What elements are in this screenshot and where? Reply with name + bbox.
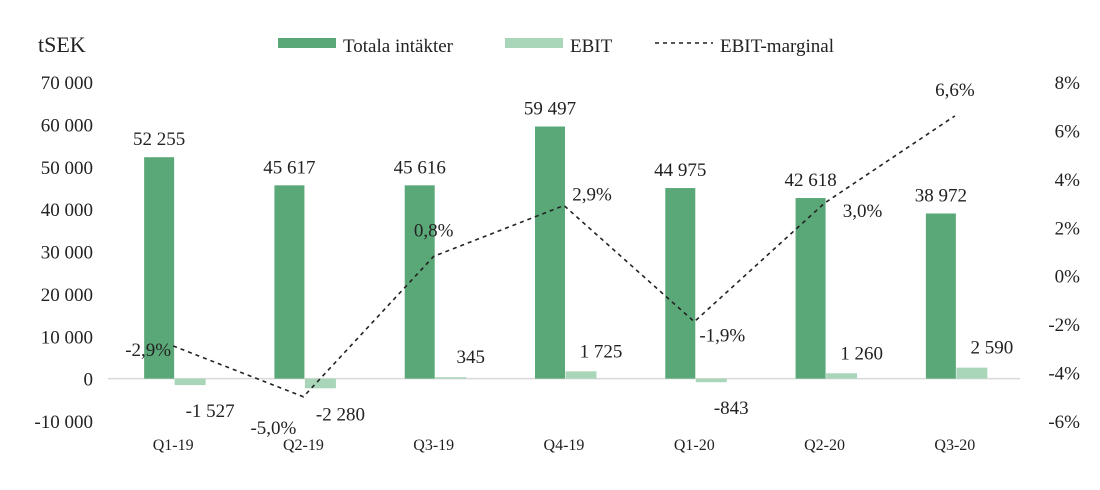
margin-data-label: 3,0% — [843, 201, 883, 222]
margin-data-label: -1,9% — [699, 326, 745, 347]
revenue-bar — [665, 188, 696, 379]
right-tick-label: -4% — [1048, 364, 1080, 385]
left-tick-label: 50 000 — [41, 158, 93, 179]
revenue-bar — [274, 185, 305, 379]
ebit-data-label: -1 527 — [186, 401, 235, 422]
legend-swatch-revenue — [278, 38, 336, 48]
revenue-data-label: 52 255 — [133, 129, 185, 150]
ebit-bar — [565, 371, 597, 379]
left-tick-label: 10 000 — [41, 327, 93, 348]
data-labels: 52 255 45 617 45 616 59 497 44 975 42 618 38 9… — [125, 80, 1013, 439]
ebit-data-label: 345 — [456, 347, 485, 368]
ebit-bar — [826, 373, 858, 379]
revenue-data-label: 59 497 — [524, 99, 576, 120]
right-tick-label: 6% — [1055, 121, 1081, 142]
left-tick-label: 20 000 — [41, 285, 93, 306]
margin-data-label: 0,8% — [414, 220, 454, 241]
revenue-data-label: 38 972 — [915, 185, 967, 206]
left-tick-label: 70 000 — [41, 73, 93, 94]
ebit-bar — [435, 377, 467, 379]
revenue-bar — [404, 185, 435, 379]
revenue-bar — [795, 198, 826, 379]
bars — [144, 126, 988, 389]
revenue-data-label: 44 975 — [654, 160, 706, 181]
margin-line — [172, 115, 956, 398]
category-label: Q2-19 — [283, 437, 324, 454]
right-tick-label: -6% — [1048, 412, 1080, 433]
left-axis-ticks: -10 000 0 10 000 20 000 30 000 40 000 50 000 60… — [34, 73, 93, 433]
category-label: Q4-19 — [544, 437, 585, 454]
right-axis-ticks: -6% -4% -2% 0% 2% 4% 6% 8% — [1048, 73, 1080, 433]
ebit-bar — [174, 378, 206, 386]
revenue-data-label: 45 617 — [263, 157, 315, 178]
y-axis-unit-label: tSEK — [38, 32, 86, 57]
revenue-bar — [925, 213, 956, 379]
left-tick-label: -10 000 — [34, 412, 93, 433]
ebit-data-label: -2 280 — [316, 404, 365, 425]
legend-label-ebit: EBIT — [570, 36, 613, 57]
legend-label-margin: EBIT-marginal — [720, 36, 834, 57]
category-labels: Q1-19 Q2-19 Q3-19 Q4-19 Q1-20 Q2-20 Q3-20 — [153, 437, 976, 454]
legend: Totala intäkter EBIT EBIT-marginal — [278, 36, 834, 57]
revenue-bar — [144, 157, 175, 379]
right-tick-label: 0% — [1055, 267, 1081, 288]
ebit-bar — [695, 378, 727, 383]
category-label: Q3-19 — [413, 437, 454, 454]
revenue-data-label: 45 616 — [394, 157, 446, 178]
legend-label-revenue: Totala intäkter — [343, 36, 454, 57]
left-tick-label: 60 000 — [41, 115, 93, 136]
category-label: Q2-20 — [804, 437, 845, 454]
ebit-bar — [956, 367, 988, 379]
margin-data-label: 2,9% — [572, 184, 612, 205]
category-label: Q1-20 — [674, 437, 715, 454]
category-label: Q1-19 — [153, 437, 194, 454]
right-tick-label: -2% — [1048, 315, 1080, 336]
right-tick-label: 4% — [1055, 170, 1081, 191]
margin-data-label: 6,6% — [935, 80, 975, 101]
ebit-data-label: 1 260 — [840, 343, 883, 364]
right-tick-label: 2% — [1055, 218, 1081, 239]
revenue-bar — [535, 126, 565, 379]
right-tick-label: 8% — [1055, 73, 1081, 94]
margin-data-label: -5,0% — [250, 418, 296, 439]
ebit-data-label: 1 725 — [580, 341, 623, 362]
revenue-data-label: 42 618 — [784, 170, 836, 191]
left-tick-label: 30 000 — [41, 243, 93, 264]
ebit-data-label: -843 — [714, 398, 749, 419]
legend-swatch-ebit — [505, 38, 563, 48]
left-tick-label: 0 — [84, 370, 94, 391]
category-label: Q3-20 — [934, 437, 975, 454]
ebit-data-label: 2 590 — [970, 338, 1013, 359]
margin-line-path — [172, 115, 956, 398]
left-tick-label: 40 000 — [41, 200, 93, 221]
ebit-bar — [304, 378, 336, 389]
margin-data-label: -2,9% — [125, 340, 171, 361]
